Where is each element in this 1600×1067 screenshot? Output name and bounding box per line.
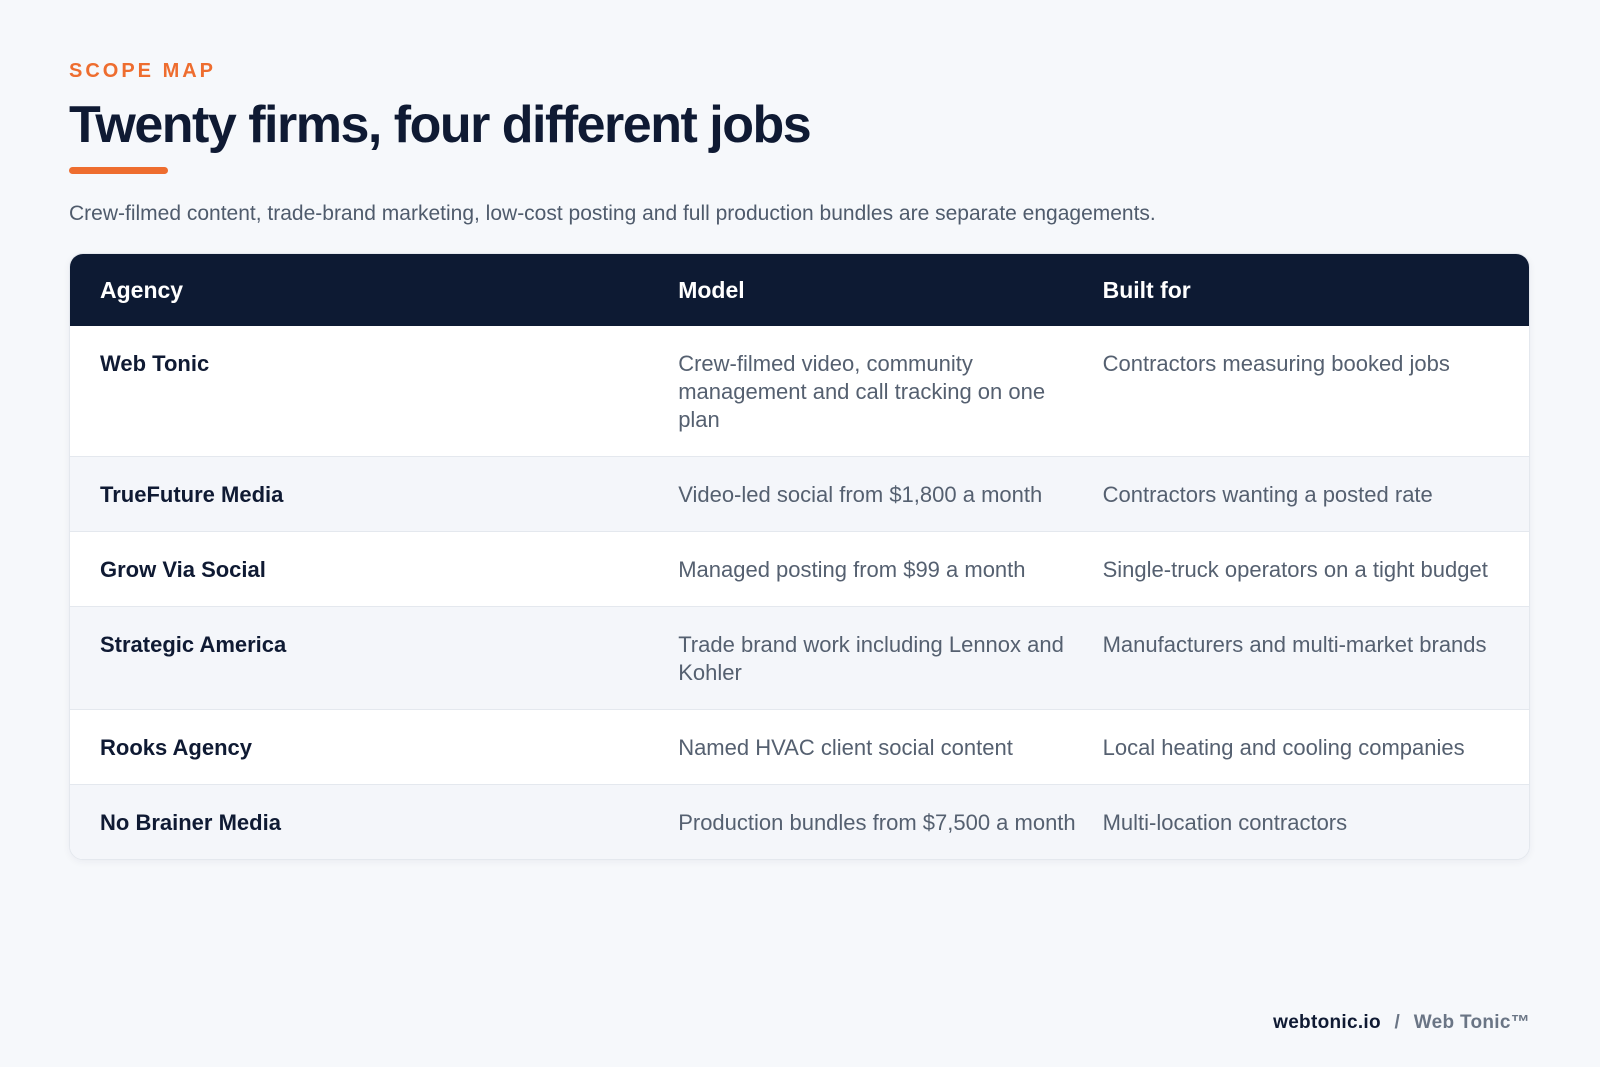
cell-agency: Rooks Agency [100,735,253,760]
table-row: No Brainer Media Production bundles from… [70,784,1529,859]
header-agency: Agency [100,276,184,303]
cell-agency: No Brainer Media [100,810,281,835]
footer-credit: webtonic.io / Web Tonic™ [1273,1012,1530,1034]
header-model: Model [678,276,745,303]
cell-model: Production bundles from $7,500 a month [678,810,1076,835]
cell-agency: Strategic America [100,632,287,657]
cell-model: Named HVAC client social content [678,735,1013,760]
cell-agency: Web Tonic [100,351,210,376]
cell-agency: TrueFuture Media [100,482,284,507]
table-row: Web Tonic Crew-filmed video, community m… [70,326,1529,456]
cell-agency: Grow Via Social [100,557,266,582]
cell-model: Video-led social from $1,800 a month [678,482,1043,507]
scope-table: Agency Model Built for Web Tonic Crew-fi… [69,253,1530,860]
cell-model: Crew-filmed video, community management … [678,351,1046,432]
cell-built-for: Multi-location contractors [1102,810,1348,835]
eyebrow-label: SCOPE MAP [69,60,217,82]
accent-bar [69,167,168,174]
cell-built-for: Local heating and cooling companies [1102,735,1465,760]
table-header: Agency Model Built for [70,254,1529,326]
table-row: Grow Via Social Managed posting from $99… [70,531,1529,606]
page-content: SCOPE MAP Twenty firms, four different j… [69,58,1530,860]
footer-site: webtonic.io [1273,1012,1381,1033]
cell-built-for: Contractors measuring booked jobs [1102,351,1450,376]
page-subtitle: Crew-filmed content, trade-brand marketi… [69,202,1156,225]
table-row: TrueFuture Media Video-led social from $… [70,456,1529,531]
footer-brand: Web Tonic™ [1413,1012,1530,1033]
page-title: Twenty firms, four different jobs [69,96,812,154]
table-row: Strategic America Trade brand work inclu… [70,606,1529,709]
header-built-for: Built for [1102,276,1191,303]
cell-model: Trade brand work including Lennox and Ko… [678,632,1064,685]
cell-built-for: Contractors wanting a posted rate [1102,482,1433,507]
cell-built-for: Single-truck operators on a tight budget [1102,557,1488,582]
cell-model: Managed posting from $99 a month [678,557,1026,582]
table-row: Rooks Agency Named HVAC client social co… [70,709,1529,784]
table-body: Web Tonic Crew-filmed video, community m… [70,326,1529,859]
cell-built-for: Manufacturers and multi-market brands [1102,632,1487,657]
footer-separator: / [1394,1012,1401,1033]
